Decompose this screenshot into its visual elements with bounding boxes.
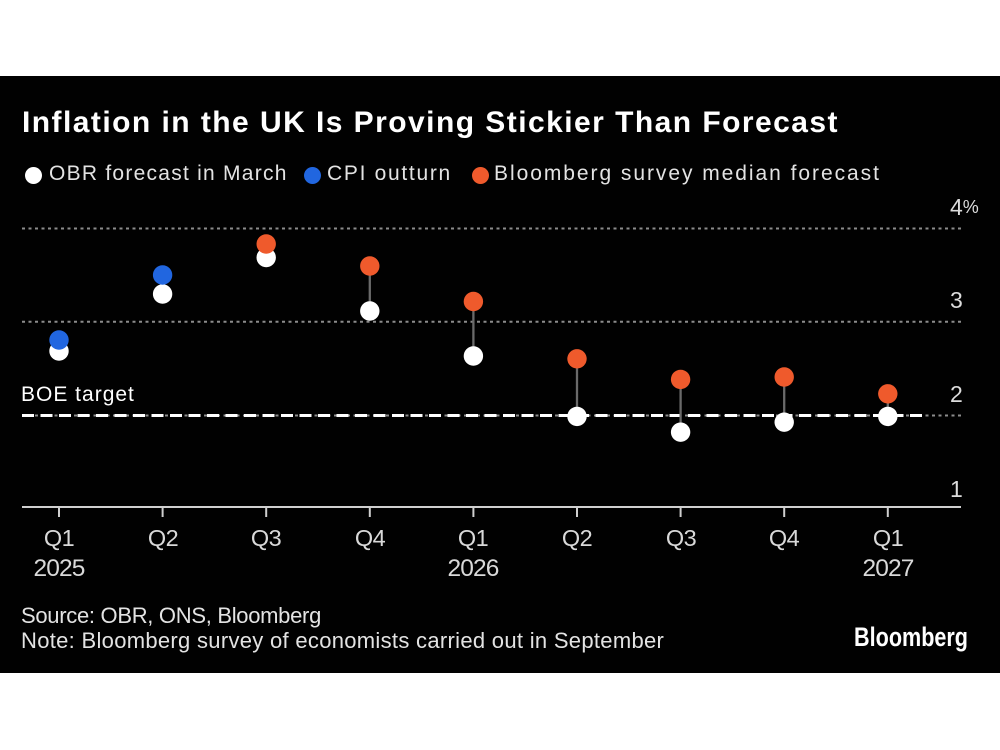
svg-text:Bloomberg: Bloomberg	[854, 623, 968, 653]
